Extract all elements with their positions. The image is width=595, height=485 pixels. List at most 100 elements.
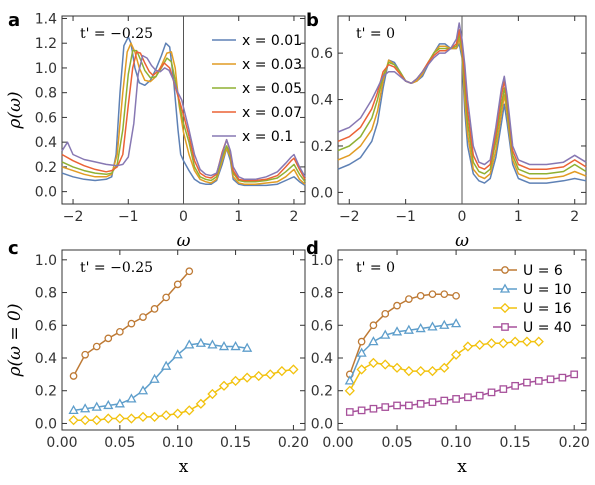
diamond-marker	[462, 341, 474, 352]
circle-marker	[162, 293, 170, 302]
diamond-marker	[276, 365, 287, 377]
x-tick-label: 0.15	[220, 435, 251, 451]
series-line	[61, 36, 306, 187]
x-tick-label: −2	[339, 209, 360, 225]
x-tick-label: 0.15	[500, 435, 531, 451]
diamond-marker	[533, 336, 544, 347]
y-tick-label: 0.2	[35, 384, 57, 400]
circle-marker	[405, 295, 413, 303]
x-tick-label: 0.00	[46, 435, 77, 451]
x-tick-label: 1	[234, 209, 243, 225]
diamond-marker	[172, 408, 183, 419]
circle-marker	[139, 313, 147, 321]
series-line	[73, 342, 248, 412]
diamond-marker	[161, 410, 172, 421]
y-tick-label: 0.2	[311, 139, 333, 155]
circle-marker	[92, 342, 101, 351]
diamond-marker	[344, 385, 355, 396]
y-tick-label: 0.4	[311, 351, 333, 367]
triangle-marker	[242, 342, 253, 352]
panel-annotation: t' = 0	[356, 26, 395, 42]
triangle-marker	[450, 318, 462, 328]
y-tick-label: 0.0	[311, 185, 333, 201]
diamond-marker	[80, 415, 91, 426]
diamond-marker	[265, 369, 276, 380]
circle-marker	[81, 350, 89, 359]
y-tick-label: 0.4	[35, 351, 57, 367]
triangle-marker	[137, 385, 149, 395]
y-tick-label: 1.2	[35, 36, 57, 52]
series-u-16	[68, 364, 299, 426]
x-axis-label: x	[179, 457, 189, 477]
square-marker	[475, 391, 484, 400]
diamond-marker	[356, 364, 367, 375]
square-marker	[440, 396, 449, 405]
series-u-6	[345, 290, 460, 379]
y-tick-label: 0.6	[35, 110, 57, 126]
square-marker	[501, 323, 509, 331]
panel-label-d: d	[306, 238, 319, 259]
legend-label: U = 40	[523, 320, 572, 336]
circle-marker	[357, 337, 366, 346]
y-tick-label: 1.0	[35, 253, 57, 269]
panel-label-c: c	[8, 238, 19, 259]
circle-marker	[369, 321, 378, 330]
series-x-0-07	[61, 51, 306, 182]
triangle-marker	[114, 398, 125, 408]
triangle-marker	[403, 324, 414, 334]
legend: x = 0.01 x = 0.03 x = 0.05 x = 0.07 x = 0.1	[212, 33, 302, 145]
plot-frame	[337, 249, 587, 431]
panel-label-a: a	[8, 10, 20, 31]
legend-label: x = 0.1	[242, 129, 293, 145]
diamond-marker	[498, 338, 509, 349]
triangle-marker	[380, 329, 391, 339]
panel-b: −2 −1 0 1 2 0.0 0.2 0.4 0.6 t' = 0 ω	[311, 15, 587, 251]
x-tick-label: 1	[514, 209, 523, 225]
diamond-marker	[415, 365, 426, 377]
diamond-marker	[427, 365, 438, 377]
square-marker	[381, 403, 390, 411]
panel-annotation: t' = −0.25	[80, 260, 153, 276]
square-marker	[452, 395, 460, 403]
triangle-marker	[439, 319, 450, 329]
square-marker	[511, 381, 519, 390]
square-marker	[405, 401, 413, 410]
legend-label: x = 0.01	[242, 33, 302, 49]
series-line	[349, 322, 457, 382]
circle-marker	[440, 290, 449, 299]
series-u-10	[68, 337, 253, 415]
diamond-marker	[137, 411, 149, 423]
square-marker	[357, 406, 366, 415]
series-x-0-01	[61, 36, 306, 187]
diamond-marker	[184, 405, 195, 416]
panel-label-b: b	[306, 10, 319, 31]
circle-marker	[428, 290, 437, 299]
series-u-6	[69, 267, 194, 380]
y-axis-label: ρ(ω = 0)	[5, 304, 25, 378]
series-line	[61, 51, 306, 182]
diamond-marker	[114, 413, 125, 424]
square-marker	[487, 388, 496, 397]
x-tick-label: 0	[179, 209, 188, 225]
diamond-marker	[103, 413, 114, 424]
triangle-marker	[80, 403, 91, 413]
diamond-marker	[499, 302, 511, 314]
triangle-marker	[172, 349, 183, 359]
diamond-marker	[450, 349, 462, 360]
x-tick-label: 0.20	[559, 435, 590, 451]
y-axis-label: ρ(ω)	[5, 91, 25, 129]
y-tick-label: 1.4	[35, 11, 57, 27]
diamond-marker	[439, 362, 450, 373]
y-tick-label: 1.0	[35, 61, 57, 77]
x-tick-label: −2	[63, 209, 84, 225]
series-line	[61, 49, 306, 183]
series-line	[349, 293, 457, 375]
square-marker	[345, 408, 354, 416]
diamond-marker	[368, 357, 379, 369]
diamond-marker	[403, 365, 414, 377]
x-tick-label: 0.10	[162, 435, 193, 451]
diamond-marker	[486, 338, 497, 349]
legend-label: U = 6	[523, 263, 563, 279]
y-tick-label: 0.0	[35, 185, 57, 201]
square-marker	[464, 393, 472, 402]
